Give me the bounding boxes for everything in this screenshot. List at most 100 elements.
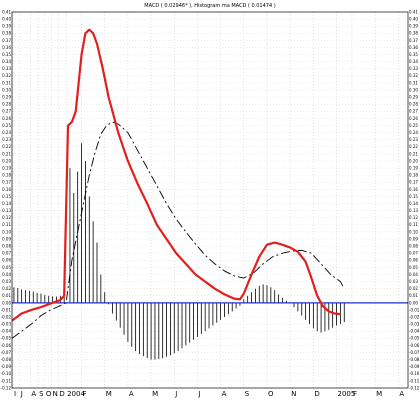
x-tick-label: 2004 (67, 390, 85, 398)
y-tick-label-right: 0.00 (409, 300, 418, 305)
y-tick-label-left: 0.10 (2, 229, 11, 234)
y-tick-label-left: 0.01 (2, 293, 11, 298)
y-tick-label-right: -0.09 (409, 364, 420, 369)
y-tick-label-right: 0.36 (409, 45, 418, 50)
y-tick-label-left: -0.03 (1, 322, 12, 327)
x-tick-label: J (20, 390, 23, 398)
y-tick-label-left: 0.07 (2, 251, 11, 256)
y-tick-label-right: 0.13 (409, 208, 418, 213)
y-tick-label-right: 0.07 (409, 251, 418, 256)
y-tick-label-left: -0.09 (1, 364, 12, 369)
y-tick-label-right: 0.01 (409, 293, 418, 298)
y-tick-label-left: 0.21 (2, 151, 11, 156)
y-tick-label-right: -0.03 (409, 322, 420, 327)
y-tick-label-right: 0.40 (409, 16, 418, 21)
y-tick-label-left: 0.38 (2, 31, 11, 36)
y-tick-label-right: 0.12 (409, 215, 418, 220)
y-tick-label-right: 0.08 (409, 244, 418, 249)
y-tick-label-left: 0.31 (2, 80, 11, 85)
x-tick-label: A (222, 390, 227, 398)
y-tick-label-left: 0.40 (2, 16, 11, 21)
y-tick-label-left: 0.12 (2, 215, 11, 220)
y-tick-label-left: 0.41 (2, 9, 11, 14)
y-tick-label-left: 0.11 (2, 222, 11, 227)
y-tick-label-right: 0.27 (409, 109, 418, 114)
x-tick-label: D (59, 390, 64, 398)
y-tick-label-right: 0.18 (409, 173, 418, 178)
y-tick-label-right: 0.23 (409, 137, 418, 142)
x-tick-label: A (129, 390, 134, 398)
x-tick-label: F (83, 390, 87, 398)
y-tick-label-left: 0.17 (2, 180, 11, 185)
y-tick-label-right: 0.28 (409, 102, 418, 107)
y-tick-label-right: 0.09 (409, 236, 418, 241)
x-tick-label: J (197, 390, 200, 398)
y-tick-label-left: 0.37 (2, 38, 11, 43)
y-tick-label-right: 0.20 (409, 158, 418, 163)
y-tick-label-right: 0.22 (409, 144, 418, 149)
y-tick-label-left: 0.05 (2, 265, 11, 270)
y-tick-label-right: -0.12 (409, 385, 420, 390)
y-tick-label-left: 0.28 (2, 102, 11, 107)
y-tick-label-left: 0.39 (2, 24, 11, 29)
y-tick-label-right: 0.39 (409, 24, 418, 29)
y-tick-label-right: 0.34 (409, 59, 418, 64)
y-tick-label-left: 0.02 (2, 286, 11, 291)
y-tick-label-left: 0.22 (2, 144, 11, 149)
y-tick-label-right: 0.02 (409, 286, 418, 291)
macd-line (11, 28, 341, 322)
y-tick-label-left: 0.09 (2, 236, 11, 241)
y-tick-label-left: 0.20 (2, 158, 11, 163)
y-tick-label-left: 0.30 (2, 87, 11, 92)
x-tick-label: J (174, 390, 177, 398)
x-tick-label: F (353, 390, 357, 398)
y-tick-label-right: 0.26 (409, 116, 418, 121)
y-tick-label-left: 0.23 (2, 137, 11, 142)
x-tick-label: M (152, 390, 158, 398)
y-tick-label-right: 0.30 (409, 87, 418, 92)
y-tick-label-right: -0.11 (409, 378, 420, 383)
histogram (13, 143, 345, 360)
y-tick-label-right: -0.02 (409, 314, 420, 319)
y-axis-right: -0.12 -0.11 -0.10 -0.09 -0.08 -0.07 -0.06 -0.05… (409, 9, 420, 390)
y-tick-label-right: 0.03 (409, 279, 418, 284)
y-tick-label-right: 0.15 (409, 194, 418, 199)
x-tick-label: N (291, 390, 296, 398)
y-tick-label-right: 0.16 (409, 187, 418, 192)
y-tick-label-left: 0.27 (2, 109, 11, 114)
y-tick-label-right: 0.05 (409, 265, 418, 270)
y-tick-label-right: 0.33 (409, 66, 418, 71)
x-tick-label: M (106, 390, 112, 398)
y-tick-label-left: 0.26 (2, 116, 11, 121)
y-tick-label-left: 0.29 (2, 95, 11, 100)
y-tick-label-right: -0.01 (409, 307, 420, 312)
y-tick-label-left: 0.35 (2, 52, 11, 57)
y-tick-label-right: 0.25 (409, 123, 418, 128)
y-tick-label-left: 0.06 (2, 258, 11, 263)
y-tick-label-right: 0.24 (409, 130, 418, 135)
x-tick-label: I (14, 390, 16, 398)
y-tick-label-left: 0.00 (2, 300, 11, 305)
y-tick-label-left: -0.11 (1, 378, 12, 383)
y-tick-label-right: 0.06 (409, 258, 418, 263)
y-tick-label-left: 0.25 (2, 123, 11, 128)
y-tick-label-left: -0.01 (1, 307, 12, 312)
y-tick-label-left: -0.02 (1, 314, 12, 319)
y-tick-label-right: 0.11 (409, 222, 418, 227)
y-tick-label-left: -0.12 (1, 385, 12, 390)
y-tick-label-left: 0.15 (2, 194, 11, 199)
y-tick-label-left: 0.14 (2, 201, 11, 206)
signal-line (11, 121, 345, 339)
y-tick-label-right: -0.07 (409, 350, 420, 355)
y-tick-label-left: 0.04 (2, 272, 11, 277)
y-tick-label-right: 0.41 (409, 9, 418, 14)
y-tick-label-right: 0.37 (409, 38, 418, 43)
y-tick-label-left: 0.33 (2, 66, 11, 71)
y-tick-label-right: 0.38 (409, 31, 418, 36)
x-tick-label: A (31, 390, 36, 398)
y-tick-label-left: -0.10 (1, 371, 12, 376)
x-tick-label: M (376, 390, 382, 398)
y-tick-label-left: -0.04 (1, 329, 12, 334)
